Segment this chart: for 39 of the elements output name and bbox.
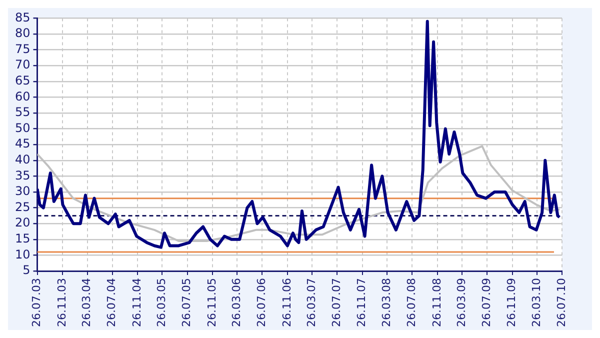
y-tick-label: 80 — [14, 26, 30, 40]
x-tick-label: 26.07.08 — [405, 278, 418, 327]
x-tick-label: 26.03.10 — [530, 278, 543, 327]
y-tick-label: 70 — [14, 58, 30, 72]
x-tick-label: 26.07.10 — [554, 278, 568, 327]
y-tick-label: 75 — [14, 42, 30, 56]
x-tick-label: 26.07.09 — [480, 278, 493, 327]
x-tick-label: 26.03.08 — [380, 278, 394, 327]
y-tick-label: 85 — [14, 10, 30, 24]
x-tick-label: 26.11.09 — [505, 278, 518, 327]
y-tick-label: 15 — [14, 232, 30, 246]
x-tick-label: 26.07.05 — [180, 278, 194, 327]
y-tick-label: 20 — [14, 216, 30, 230]
x-tick-label: 26.07.06 — [255, 278, 268, 327]
y-tick-label: 45 — [14, 136, 30, 151]
x-tick-label: 26.11.03 — [55, 278, 68, 327]
x-tick-label: 26.11.05 — [205, 278, 218, 327]
x-tick-label: 26.11.08 — [430, 278, 444, 327]
y-tick-label: 35 — [14, 168, 30, 182]
y-tick-label: 65 — [14, 74, 30, 88]
y-tick-label: 10 — [14, 247, 30, 262]
x-tick-label: 26.03.07 — [304, 278, 318, 327]
x-tick-label: 26.07.04 — [105, 278, 118, 327]
y-tick-label: 30 — [14, 184, 30, 198]
y-tick-label: 5 — [22, 263, 30, 278]
x-tick-label: 26.03.06 — [230, 278, 244, 327]
x-tick-label: 26.03.05 — [155, 278, 168, 327]
x-tick-label: 26.11.07 — [355, 278, 368, 327]
x-tick-label: 26.11.06 — [280, 278, 294, 327]
y-tick-label: 55 — [14, 105, 30, 120]
x-tick-label: 26.03.09 — [454, 278, 468, 327]
y-tick-label: 60 — [14, 89, 30, 104]
x-tick-label: 26.03.04 — [80, 278, 94, 327]
y-tick-label: 40 — [14, 152, 30, 167]
y-tick-label: 50 — [14, 120, 30, 135]
y-tick-label: 25 — [14, 200, 30, 214]
x-tick-label: 26.07.03 — [30, 278, 44, 327]
x-tick-label: 26.07.07 — [330, 278, 343, 327]
x-tick-label: 26.11.04 — [130, 278, 144, 327]
